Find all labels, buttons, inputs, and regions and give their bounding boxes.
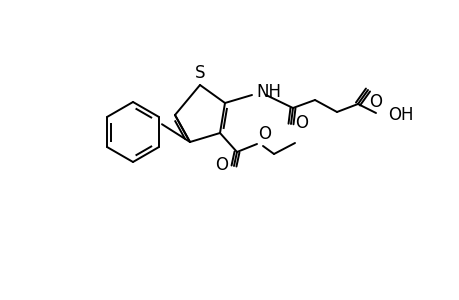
Text: O: O bbox=[368, 93, 381, 111]
Text: O: O bbox=[214, 156, 228, 174]
Text: OH: OH bbox=[387, 106, 413, 124]
Text: S: S bbox=[194, 64, 205, 82]
Text: NH: NH bbox=[256, 83, 280, 101]
Text: O: O bbox=[257, 125, 270, 143]
Text: O: O bbox=[294, 114, 308, 132]
